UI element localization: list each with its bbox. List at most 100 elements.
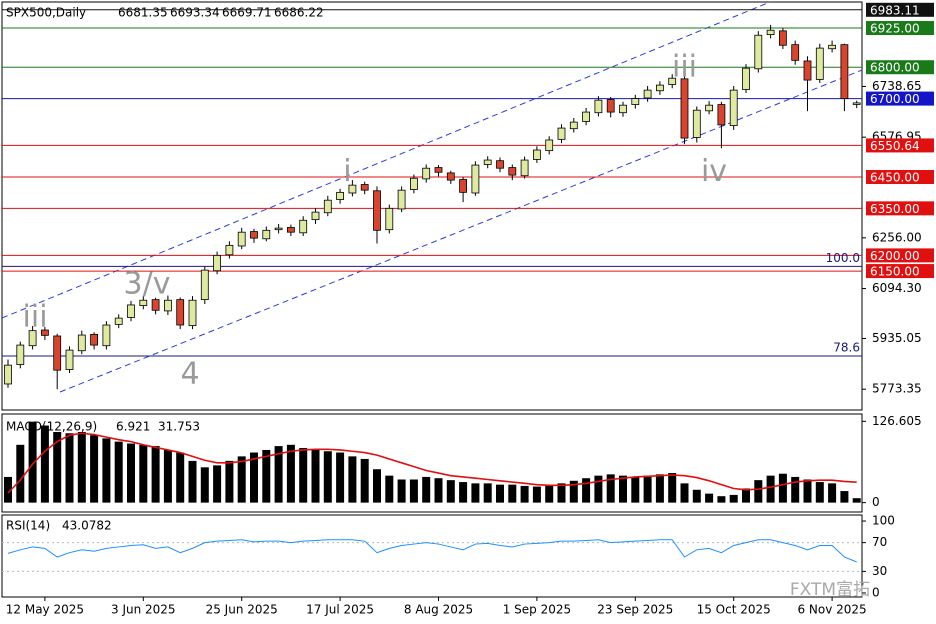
macd-bar [16, 444, 25, 503]
macd-bar [28, 421, 37, 503]
candle-body [594, 99, 603, 114]
macd-bar [237, 456, 246, 503]
candle-body [163, 299, 172, 312]
candle-body [569, 121, 578, 130]
macd-bar [151, 446, 160, 503]
candle-body [4, 364, 12, 385]
macd-bar [791, 476, 800, 503]
y-tick-label: 126.605 [872, 414, 922, 428]
macd-bar [680, 483, 689, 503]
candle-body [323, 199, 332, 214]
level-label: 6700.00 [870, 92, 920, 106]
macd-bar [803, 479, 812, 503]
candle-body [483, 159, 492, 165]
channel-upper [1, 1, 771, 319]
macd-bar [397, 479, 406, 503]
candle-body [815, 47, 824, 80]
x-tick-label: 8 Aug 2025 [404, 603, 473, 617]
candle-body [250, 231, 258, 239]
candle-body [200, 269, 209, 301]
x-tick-label: 15 Oct 2025 [697, 603, 771, 617]
x-tick-label: 6 Nov 2025 [797, 603, 866, 617]
y-tick-label: 6738.65 [872, 79, 922, 93]
candle-body [373, 190, 381, 231]
macd-bar [828, 483, 837, 503]
macd-bar [323, 451, 332, 503]
macd-bar [40, 425, 49, 503]
candle-body [446, 172, 455, 181]
macd-bar [311, 449, 320, 503]
macd-value: 6.921 [116, 420, 150, 434]
candle-body [717, 104, 726, 126]
level-label: 6800.00 [870, 61, 920, 75]
macd-pane [1, 413, 863, 513]
header-value: 6686.22 [274, 6, 324, 20]
macd-bar [348, 456, 357, 503]
macd-bar [742, 488, 750, 503]
macd-bar [496, 484, 504, 503]
candle-body [545, 139, 554, 152]
macd-bar [643, 475, 652, 503]
candle-body [409, 177, 418, 190]
candle-body [90, 334, 98, 346]
level-box [866, 248, 934, 263]
macd-bar [582, 478, 591, 503]
header-value: 6693.34 [170, 6, 220, 20]
candle-body [705, 104, 713, 112]
level-label: 6983.11 [870, 3, 920, 17]
wave-label: i [343, 154, 351, 189]
wave-label: 3/v [124, 267, 171, 302]
level-label: 6550.64 [870, 139, 920, 153]
macd-bar [188, 460, 197, 503]
macd-bar [176, 452, 185, 503]
level-box [866, 138, 934, 153]
candle-body [496, 160, 504, 169]
macd-bar [446, 480, 455, 503]
candle-body [188, 299, 197, 327]
header-value: 6681.35 [118, 6, 168, 20]
channel-lower [59, 69, 863, 393]
macd-bar [114, 441, 123, 503]
macd-bar [90, 435, 99, 503]
macd-bar [508, 484, 517, 503]
level-box [866, 91, 934, 106]
candle-body [28, 330, 37, 347]
candle-body [65, 349, 74, 370]
candle-body [631, 98, 640, 105]
candle-body [213, 254, 222, 272]
macd-bar [606, 474, 615, 503]
macd-bar [102, 438, 111, 503]
macd-bar [471, 483, 480, 503]
macd-bar [385, 475, 394, 503]
candle-body [852, 102, 861, 105]
macd-bar [705, 493, 714, 503]
macd-bar [655, 474, 664, 503]
rsi-value: 43.0782 [62, 519, 112, 533]
candle-body [680, 78, 689, 139]
header-value: 6669.71 [222, 6, 272, 20]
level-label: 6150.00 [870, 265, 920, 279]
candle-body [557, 127, 566, 140]
macd-bar [594, 475, 603, 503]
macd-bar [262, 449, 271, 503]
candle-body [803, 60, 812, 81]
y-tick-label: 5773.35 [872, 382, 922, 396]
level-label: 6350.00 [870, 202, 920, 216]
x-tick-label: 12 May 2025 [6, 603, 84, 617]
candle-body [237, 231, 246, 247]
macd-bar [434, 478, 443, 503]
candle-body [533, 149, 541, 160]
candle-body [434, 167, 443, 173]
candle-body [471, 164, 480, 194]
candle-body [360, 184, 369, 191]
candle-body [53, 335, 62, 371]
macd-signal-value: 31.753 [158, 420, 200, 434]
candle-body [16, 344, 25, 365]
candle-body [520, 159, 529, 177]
wave-label: iii [23, 300, 48, 335]
macd-bar [53, 431, 62, 503]
x-tick-label: 3 Jun 2025 [111, 603, 176, 617]
macd-bar [4, 476, 12, 503]
macd-bar [483, 483, 492, 503]
candle-body [41, 329, 49, 336]
